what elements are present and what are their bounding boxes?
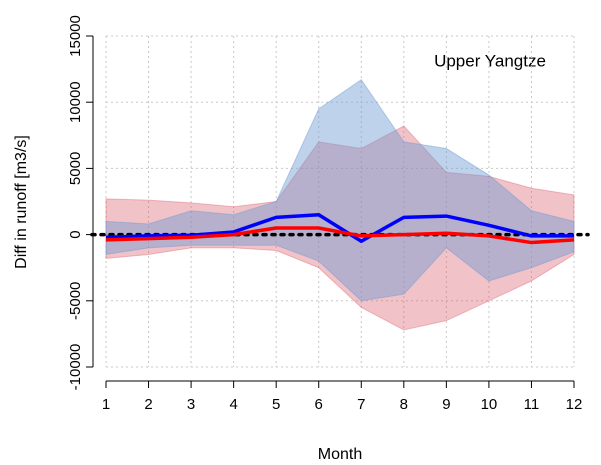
x-tick-label: 1 — [102, 396, 110, 413]
x-tick-label: 10 — [481, 396, 498, 413]
series-line — [105, 226, 575, 245]
y-tick-label: 5000 — [67, 152, 84, 185]
x-tick-label: 12 — [566, 396, 583, 413]
y-tick-label: -5000 — [67, 282, 84, 320]
y-tick-label: 10000 — [67, 81, 84, 123]
x-tick-label: 7 — [357, 396, 365, 413]
x-tick-label: 6 — [315, 396, 323, 413]
x-tick-label: 8 — [400, 396, 408, 413]
y-tick-label: -10000 — [67, 344, 84, 391]
x-tick-label: 3 — [187, 396, 195, 413]
x-tick-label: 5 — [272, 396, 280, 413]
x-tick-label: 11 — [524, 396, 540, 413]
series-line — [105, 212, 574, 243]
x-tick-label: 4 — [229, 396, 237, 413]
x-tick-label: 2 — [144, 396, 152, 413]
y-tick-label: 15000 — [67, 15, 84, 57]
x-tick-label: 9 — [442, 396, 450, 413]
chart-title: Upper Yangtze — [434, 51, 546, 70]
x-axis-label: Month — [318, 446, 362, 463]
range-band — [105, 78, 575, 302]
y-axis-label: Diff in runoff [m3/s] — [13, 135, 30, 269]
y-tick-label: 0 — [67, 230, 84, 238]
